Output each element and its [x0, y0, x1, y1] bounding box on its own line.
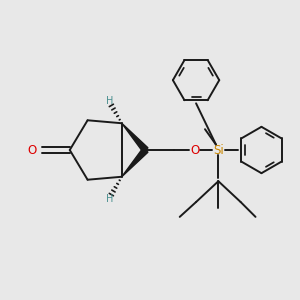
Text: Si: Si [213, 143, 224, 157]
Text: H: H [106, 96, 114, 106]
Text: O: O [28, 143, 37, 157]
Polygon shape [122, 148, 148, 177]
Text: O: O [190, 143, 199, 157]
Polygon shape [122, 123, 148, 152]
Text: H: H [106, 194, 114, 204]
